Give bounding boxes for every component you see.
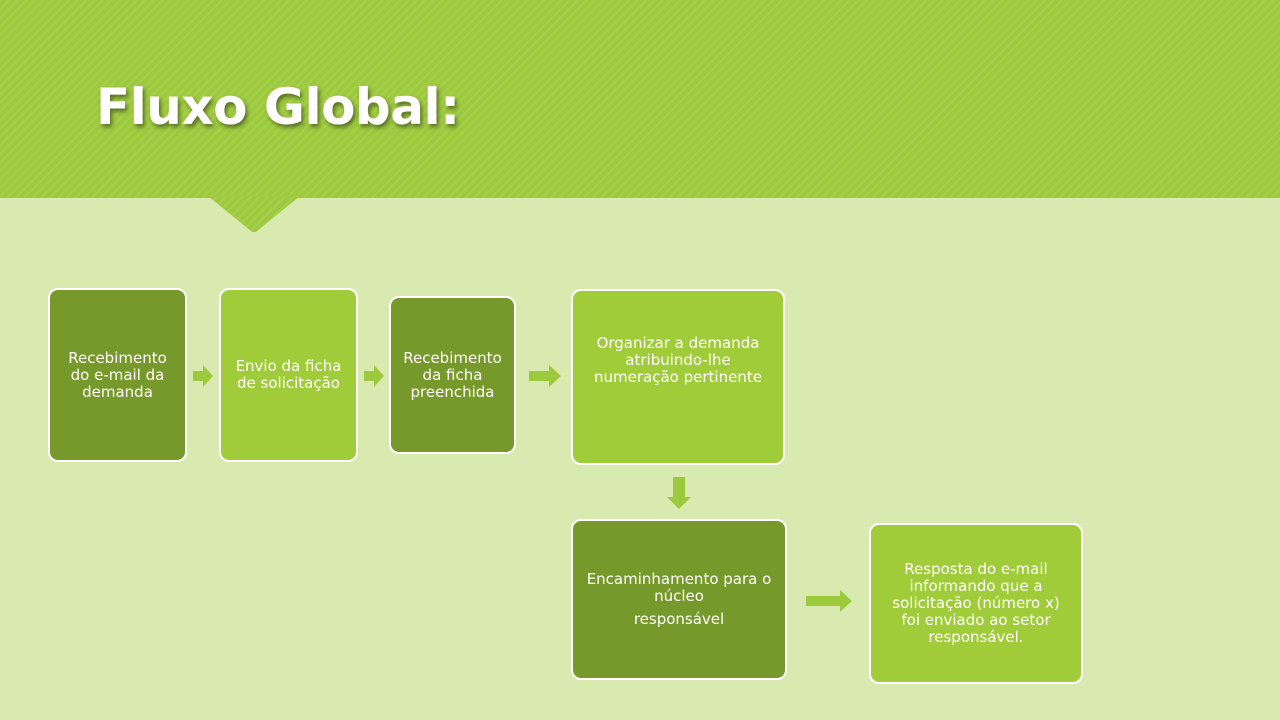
header-band bbox=[0, 0, 1280, 198]
flow-step-1-text: Recebimento do e-mail da demanda bbox=[68, 348, 167, 401]
flow-step-6-text: Resposta do e-mail informando que a soli… bbox=[892, 560, 1060, 629]
arrow-down-icon bbox=[667, 477, 691, 509]
flow-step-5: Encaminhamento para o núcleo responsável bbox=[571, 519, 787, 680]
flow-step-6-text-cont: responsável. bbox=[928, 628, 1024, 646]
flow-step-1: Recebimento do e-mail da demanda bbox=[48, 288, 187, 462]
flow-step-4-text: Organizar a demanda atribuindo-lhe numer… bbox=[594, 333, 762, 386]
flow-step-2: Envio da ficha de solicitação bbox=[219, 288, 358, 462]
arrow-right-icon bbox=[193, 365, 213, 387]
flow-step-5-text-cont: responsável bbox=[633, 610, 725, 628]
arrow-right-icon bbox=[529, 365, 561, 387]
flow-step-3-text: Recebimento da ficha preenchida bbox=[403, 348, 502, 401]
flow-step-2-text: Envio da ficha de solicitação bbox=[235, 357, 342, 392]
slide-title: Fluxo Global: bbox=[96, 78, 460, 136]
arrow-right-icon bbox=[806, 590, 852, 612]
flow-step-5-text: Encaminhamento para o núcleo bbox=[586, 570, 772, 605]
flow-step-4: Organizar a demanda atribuindo-lhe numer… bbox=[571, 289, 785, 465]
flow-step-6: Resposta do e-mail informando que a soli… bbox=[869, 523, 1083, 684]
arrow-right-icon bbox=[364, 365, 384, 387]
header-notch bbox=[208, 196, 300, 232]
flow-step-3: Recebimento da ficha preenchida bbox=[389, 296, 516, 454]
